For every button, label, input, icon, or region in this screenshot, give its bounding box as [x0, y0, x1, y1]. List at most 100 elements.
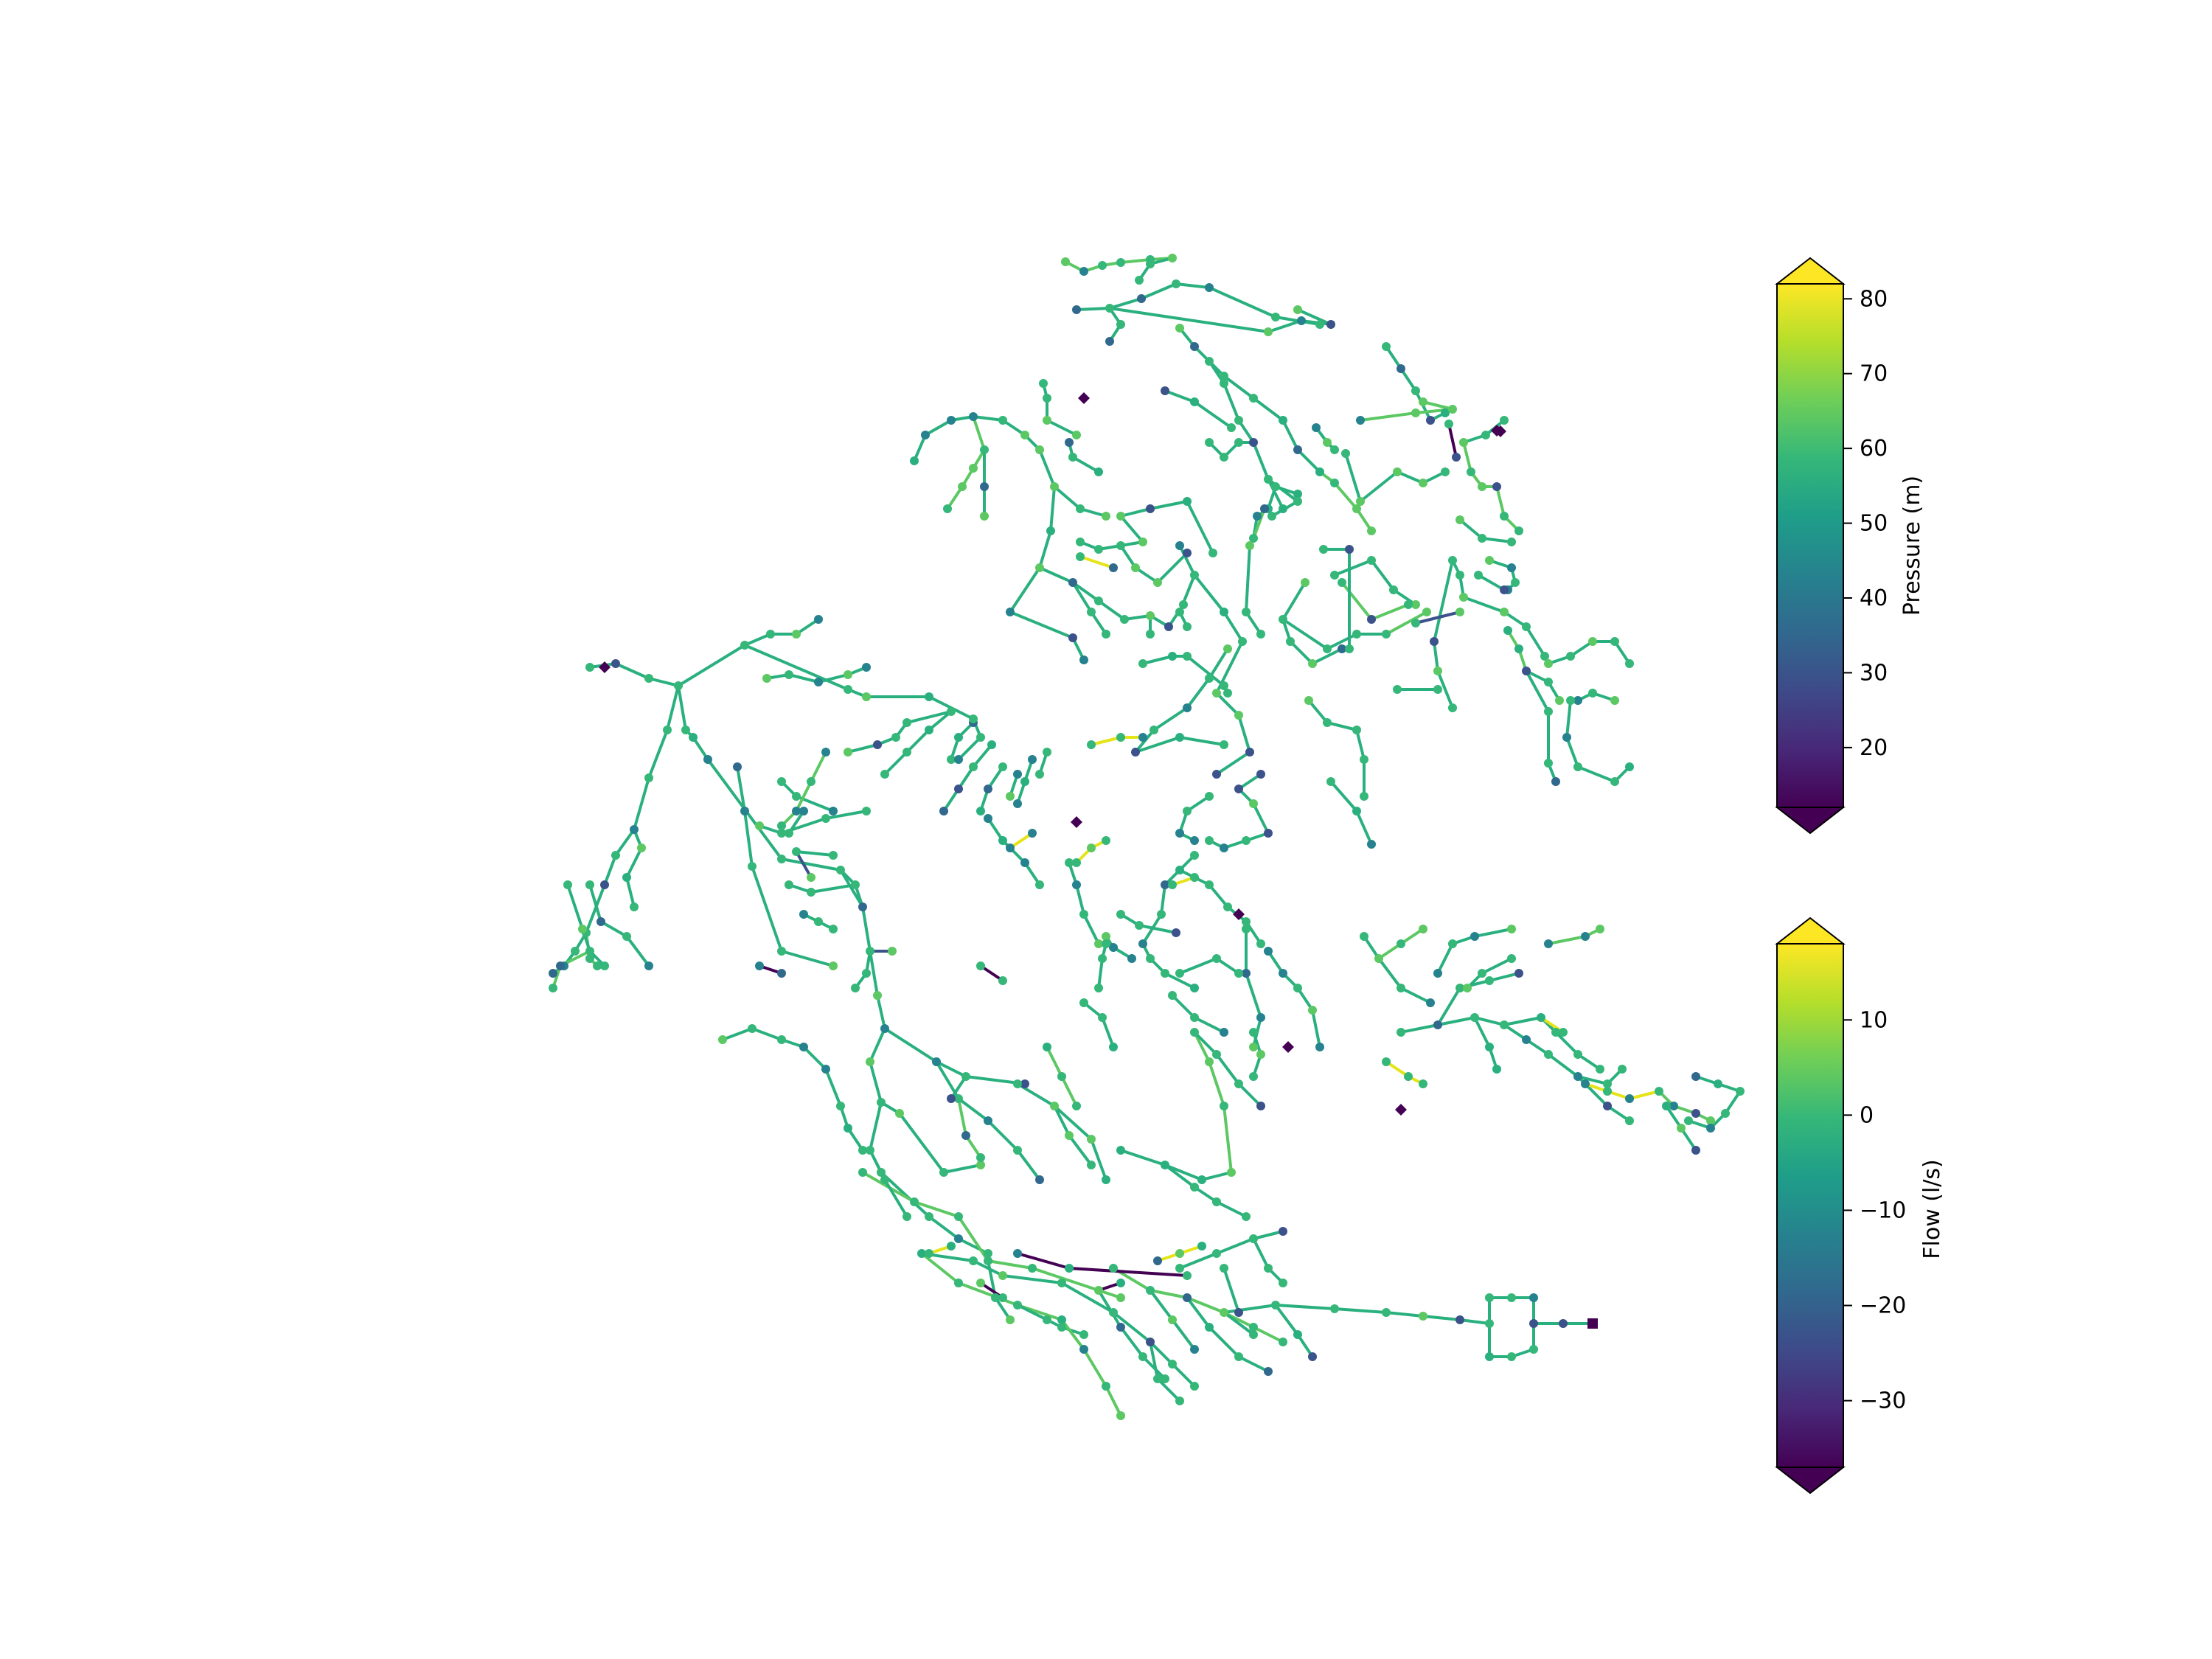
pipe [788, 883, 856, 894]
junction-node [1046, 526, 1055, 535]
junction-node [1308, 1006, 1317, 1015]
junction-node [998, 762, 1007, 771]
junction-node [1079, 655, 1088, 664]
junction-node [1175, 608, 1184, 616]
junction-node [1131, 563, 1140, 572]
junction-node [1625, 659, 1634, 668]
junction-node [1028, 829, 1037, 838]
pipe [979, 964, 1004, 982]
pipe [1208, 360, 1255, 459]
junction-node [1116, 733, 1125, 742]
junction-node [1555, 696, 1564, 705]
junction-node [1264, 1367, 1273, 1376]
junction-node [1573, 762, 1582, 771]
junction-node [1422, 608, 1431, 616]
junction-node [1190, 1028, 1199, 1037]
junction-node [880, 1175, 889, 1184]
junction-node [755, 961, 764, 970]
junction-node [1319, 545, 1328, 554]
junction-node [814, 615, 823, 624]
junction-node [1514, 969, 1523, 978]
junction-node [991, 1293, 1000, 1302]
junction-node [1109, 1264, 1118, 1273]
pipe [1112, 1267, 1284, 1343]
junction-node [851, 880, 860, 889]
pipe [1016, 1082, 1107, 1180]
junction-node [921, 431, 930, 439]
junction-node [1242, 1212, 1251, 1221]
junction-node [1529, 1319, 1538, 1328]
junction-node [1529, 1345, 1538, 1354]
junction-node [1338, 644, 1346, 653]
pipe [1318, 470, 1373, 532]
junction-node [1470, 932, 1479, 941]
pipe [1079, 555, 1114, 569]
junction-node [1507, 925, 1516, 933]
junction-node [1068, 633, 1077, 642]
junction-node [1330, 1304, 1339, 1313]
junction-node [1183, 549, 1192, 557]
junction-node [1345, 644, 1354, 653]
junction-node [910, 456, 919, 465]
junction-node [1094, 467, 1103, 476]
junction-node [1153, 1374, 1162, 1383]
junction-node [1684, 1116, 1693, 1125]
junction-node [1068, 453, 1077, 462]
junction-node [748, 1024, 757, 1033]
pipe [1097, 943, 1107, 989]
junction-node [1485, 1352, 1494, 1361]
junction-node [1253, 512, 1262, 521]
junction-node [844, 1124, 852, 1133]
junction-node [1043, 1043, 1051, 1051]
flow-colorbar: −30 −20 −10 0 10 Flow (l/s) [1775, 917, 1945, 1495]
junction-node [1116, 541, 1125, 550]
junction-node [1260, 504, 1269, 513]
junction-node [1573, 1050, 1582, 1059]
junction-node [1352, 726, 1361, 734]
junction-node [1503, 626, 1512, 635]
junction-node [1175, 541, 1184, 550]
junction-node [1271, 313, 1280, 321]
junction-node [1603, 1102, 1612, 1110]
flow-colorbar-tick-label: 10 [1860, 1007, 1888, 1033]
junction-node [1116, 1279, 1125, 1287]
junction-node [1138, 939, 1147, 948]
junction-node [593, 961, 602, 970]
junction-node [1330, 571, 1339, 580]
junction-node [1367, 840, 1376, 849]
junction-node [829, 961, 838, 970]
junction-node [585, 947, 594, 956]
junction-node [1478, 482, 1486, 491]
junction-node [1256, 630, 1265, 639]
junction-node [1500, 416, 1509, 425]
junction-node [571, 947, 580, 956]
junction-node [1279, 1279, 1287, 1287]
junction-node [1146, 630, 1155, 639]
junction-node [792, 847, 801, 856]
junction-node [1190, 984, 1199, 992]
junction-node [925, 1212, 933, 1221]
junction-node [829, 925, 838, 933]
junction-node [829, 851, 838, 860]
pipe [796, 850, 834, 857]
junction-node [1220, 740, 1228, 749]
junction-node [1492, 482, 1501, 491]
pipe [1178, 545, 1196, 627]
junction-node [1249, 534, 1258, 543]
junction-node [858, 902, 867, 911]
junction-node [1448, 703, 1457, 712]
pipe [1193, 1032, 1233, 1173]
junction-node [1588, 689, 1597, 698]
pipe [1436, 928, 1512, 974]
junction-node [1279, 416, 1287, 425]
junction-node [1485, 556, 1494, 565]
junction-node [954, 733, 963, 742]
junction-node [1020, 858, 1029, 867]
junction-node [1352, 504, 1361, 513]
junction-node [1205, 438, 1214, 447]
junction-node [556, 961, 565, 970]
junction-node [1028, 1264, 1037, 1273]
junction-node [998, 1293, 1007, 1302]
pipe [1179, 1230, 1284, 1270]
junction-node [1242, 608, 1251, 616]
